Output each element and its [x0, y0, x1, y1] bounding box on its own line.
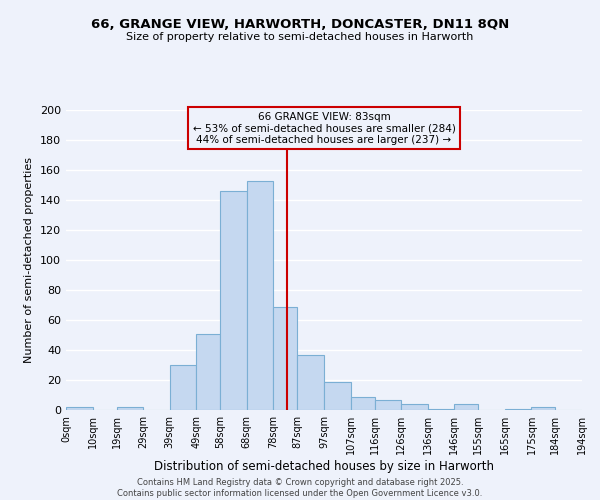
Bar: [170, 365, 196, 410]
Bar: [401, 404, 428, 410]
Bar: [247, 180, 274, 410]
Bar: [350, 396, 374, 410]
Text: 66 GRANGE VIEW: 83sqm
← 53% of semi-detached houses are smaller (284)
44% of sem: 66 GRANGE VIEW: 83sqm ← 53% of semi-deta…: [193, 112, 455, 144]
Bar: [374, 400, 401, 410]
Bar: [324, 382, 350, 410]
Bar: [220, 191, 247, 410]
Text: Size of property relative to semi-detached houses in Harworth: Size of property relative to semi-detach…: [127, 32, 473, 42]
Text: Contains HM Land Registry data © Crown copyright and database right 2025.
Contai: Contains HM Land Registry data © Crown c…: [118, 478, 482, 498]
Bar: [505, 408, 532, 410]
Bar: [274, 306, 298, 410]
Text: 66, GRANGE VIEW, HARWORTH, DONCASTER, DN11 8QN: 66, GRANGE VIEW, HARWORTH, DONCASTER, DN…: [91, 18, 509, 30]
Bar: [428, 408, 454, 410]
Bar: [66, 407, 92, 410]
Bar: [196, 334, 220, 410]
Bar: [532, 407, 556, 410]
Bar: [116, 407, 143, 410]
Bar: [298, 354, 324, 410]
Y-axis label: Number of semi-detached properties: Number of semi-detached properties: [25, 157, 34, 363]
X-axis label: Distribution of semi-detached houses by size in Harworth: Distribution of semi-detached houses by …: [154, 460, 494, 473]
Bar: [454, 404, 478, 410]
